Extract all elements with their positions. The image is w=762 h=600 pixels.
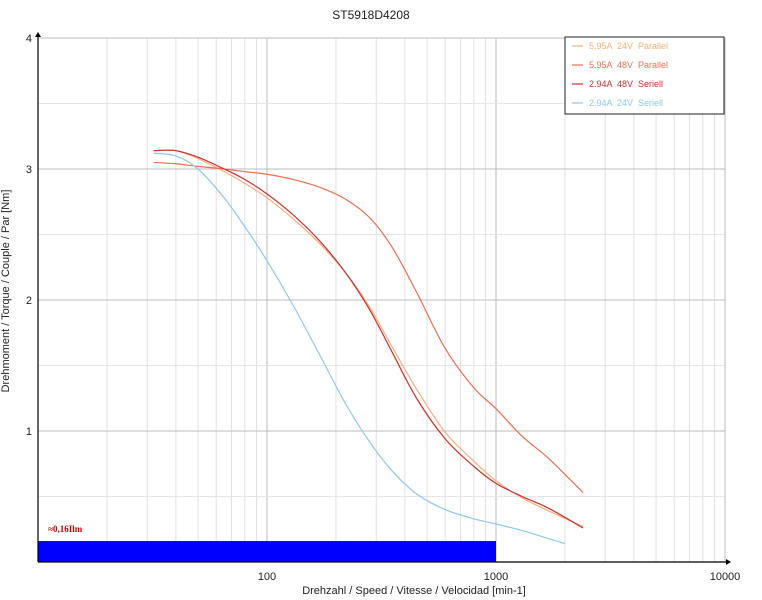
chart-title: ST5918D4208 [332, 8, 410, 22]
grid [38, 37, 726, 562]
axes [35, 32, 731, 565]
annotation-text: ≈0,16Ilm [48, 524, 83, 534]
annotation-bar-layer [38, 541, 496, 562]
x-tick-label: 100 [258, 571, 276, 583]
legend-entry-1: 5.95A 24V Parallel [589, 41, 668, 51]
x-axis-arrow [726, 559, 731, 565]
x-axis-label: Drehzahl / Speed / Vitesse / Velocidad [… [302, 585, 526, 597]
y-tick-label: 3 [26, 164, 32, 176]
x-tick-label: 10000 [710, 571, 741, 583]
y-tick-label: 2 [26, 295, 32, 307]
y-tick-label: 1 [26, 426, 32, 438]
tick-labels: 100 1000 10000 1 2 3 4 [26, 33, 740, 583]
series-lines [153, 149, 584, 545]
y-axis-arrow [35, 32, 41, 37]
series-line-4 [153, 152, 566, 545]
legend-entry-4: 2.94A 24V Seriell [589, 98, 663, 108]
series-line-2 [153, 161, 584, 493]
series-line-3 [153, 149, 584, 529]
y-tick-label: 4 [26, 33, 32, 45]
legend-entry-2: 5.95A 48V Parallel [589, 60, 668, 70]
legend-entry-3: 2.94A 48V Seriell [589, 79, 663, 89]
legend-box [564, 36, 725, 115]
annotation-bar [38, 541, 496, 562]
series-line-1 [153, 149, 584, 528]
y-axis-label: Drehmoment / Torque / Couple / Par [Nm] [0, 190, 12, 393]
legend: 5.95A 24V Parallel 5.95A 48V Parallel 2.94… [564, 36, 725, 115]
x-tick-label: 1000 [484, 571, 508, 583]
